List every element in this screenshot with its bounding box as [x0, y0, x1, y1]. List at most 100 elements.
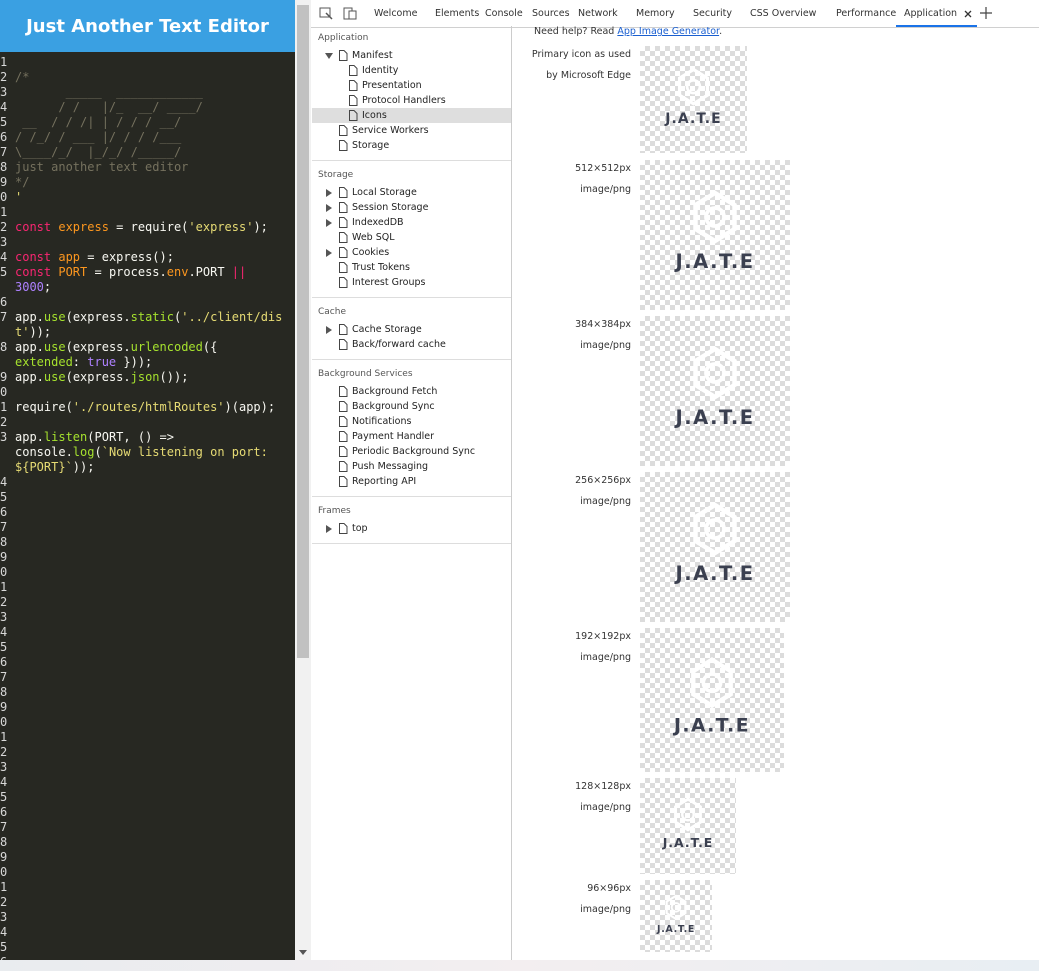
code-line: 1: [0, 880, 295, 895]
sidebar-item[interactable]: Cache Storage: [312, 322, 511, 337]
sidebar-item[interactable]: Session Storage: [312, 200, 511, 215]
line-number: 2: [0, 70, 8, 84]
code-line: 8 just another text editor: [0, 160, 295, 175]
expander[interactable]: [325, 204, 333, 212]
sidebar-item[interactable]: IndexedDB: [312, 215, 511, 230]
sidebar-item[interactable]: Icons: [312, 108, 511, 123]
line-number: 6: [0, 130, 8, 144]
expander[interactable]: [325, 189, 333, 197]
line-number: 0: [0, 385, 8, 399]
tab[interactable]: Sources: [532, 0, 570, 27]
new-tab[interactable]: [980, 7, 992, 19]
sidebar-item[interactable]: Identity: [312, 63, 511, 78]
item-icon: [339, 461, 348, 472]
tab[interactable]: Elements: [435, 0, 479, 27]
code-line: 7: [0, 670, 295, 685]
icon-shape: [349, 110, 358, 121]
help-link[interactable]: App Image Generator: [617, 26, 720, 37]
sidebar-item[interactable]: Storage: [312, 138, 511, 153]
icon-image: J.A.T.E: [640, 628, 784, 772]
line-text: app.listen(PORT, () => console.log(`Now …: [15, 430, 276, 474]
sidebar-item[interactable]: Trust Tokens: [312, 260, 511, 275]
code-line: 2: [0, 895, 295, 910]
code-line: 3 app.listen(PORT, () => console.log(`Now…: [0, 430, 295, 475]
sidebar-item[interactable]: Periodic Background Sync: [312, 444, 511, 459]
sidebar-item[interactable]: Interest Groups: [312, 275, 511, 290]
icon-image: J.A.T.E: [640, 160, 790, 310]
line-number: 8: [0, 340, 8, 354]
expander[interactable]: [325, 249, 333, 257]
expander-glyph: [326, 525, 332, 533]
icon-type: image/png: [580, 904, 631, 915]
code-area[interactable]: 1 2/* 3 _____ ____________ 4 / / |/_ __/ __…: [0, 55, 295, 960]
sidebar-item[interactable]: Protocol Handlers: [312, 93, 511, 108]
line-text: */: [15, 175, 30, 189]
tab[interactable]: Performance: [836, 0, 896, 27]
line-number: 2: [0, 415, 8, 429]
sidebar-item[interactable]: Presentation: [312, 78, 511, 93]
sidebar-item[interactable]: Cookies: [312, 245, 511, 260]
sidebar-item[interactable]: top: [312, 521, 511, 536]
tab[interactable]: CSS Overview: [750, 0, 816, 27]
line-number: 1: [0, 730, 8, 744]
expander[interactable]: [325, 525, 333, 533]
logo-text: J.A.T.E: [662, 835, 714, 850]
tab[interactable]: Security: [693, 0, 732, 27]
tab[interactable]: Application: [896, 0, 978, 27]
code-line: 0: [0, 715, 295, 730]
logo-text: J.A.T.E: [673, 250, 754, 273]
sidebar-item[interactable]: Service Workers: [312, 123, 511, 138]
expander-glyph: [326, 249, 332, 257]
scroll-thumb[interactable]: [297, 5, 309, 658]
item-icon: [339, 125, 348, 136]
icon-shape: [339, 50, 348, 61]
line-number: 7: [0, 145, 8, 159]
line-number: 3: [0, 610, 8, 624]
tab[interactable]: Network: [578, 0, 618, 27]
tab[interactable]: Console: [485, 0, 523, 27]
sidebar-item[interactable]: Background Sync: [312, 399, 511, 414]
code-line: 1: [0, 55, 295, 70]
item-icon: [339, 277, 348, 288]
line-text: /*: [15, 70, 30, 84]
sidebar-item[interactable]: Manifest: [312, 48, 511, 63]
code-line: 4: [0, 475, 295, 490]
code-line: 2: [0, 745, 295, 760]
line-text: app.use(express.urlencoded({ extended: t…: [15, 340, 225, 369]
sidebar-item[interactable]: Local Storage: [312, 185, 511, 200]
code-line: 9: [0, 700, 295, 715]
sidebar-item[interactable]: Payment Handler: [312, 429, 511, 444]
line-number: 4: [0, 475, 8, 489]
editor-header: Just Another Text Editor: [0, 0, 295, 52]
scroll-arrow[interactable]: [299, 948, 307, 956]
line-number: 1: [0, 400, 8, 414]
line-number: 2: [0, 745, 8, 759]
sidebar-item[interactable]: Notifications: [312, 414, 511, 429]
device-icon[interactable]: [343, 7, 357, 21]
icon-shape: [339, 277, 348, 288]
expander[interactable]: [325, 52, 333, 60]
sidebar-label: Presentation: [362, 80, 422, 91]
logo-mark: [674, 797, 702, 832]
sidebar-item[interactable]: Background Fetch: [312, 384, 511, 399]
sidebar-item[interactable]: Reporting API: [312, 474, 511, 489]
tab[interactable]: Memory: [636, 0, 675, 27]
sidebar-label: Notifications: [352, 416, 412, 427]
sidebar-item[interactable]: Push Messaging: [312, 459, 511, 474]
inspect-icon[interactable]: [319, 7, 333, 21]
expander[interactable]: [325, 326, 333, 334]
line-number: 5: [0, 790, 8, 804]
expander[interactable]: [325, 219, 333, 227]
help-end: .: [719, 26, 723, 37]
tab-close[interactable]: [964, 10, 972, 18]
line-text: just another text editor: [15, 160, 189, 174]
sidebar-label: Identity: [362, 65, 399, 76]
sidebar-item[interactable]: Web SQL: [312, 230, 511, 245]
scrollbar[interactable]: [295, 0, 311, 960]
plus-glyph: [980, 7, 992, 19]
code-line: 6: [0, 655, 295, 670]
icon-shape: [339, 386, 348, 397]
tab[interactable]: Welcome: [374, 0, 417, 27]
item-icon: [339, 446, 348, 457]
sidebar-item[interactable]: Back/forward cache: [312, 337, 511, 352]
